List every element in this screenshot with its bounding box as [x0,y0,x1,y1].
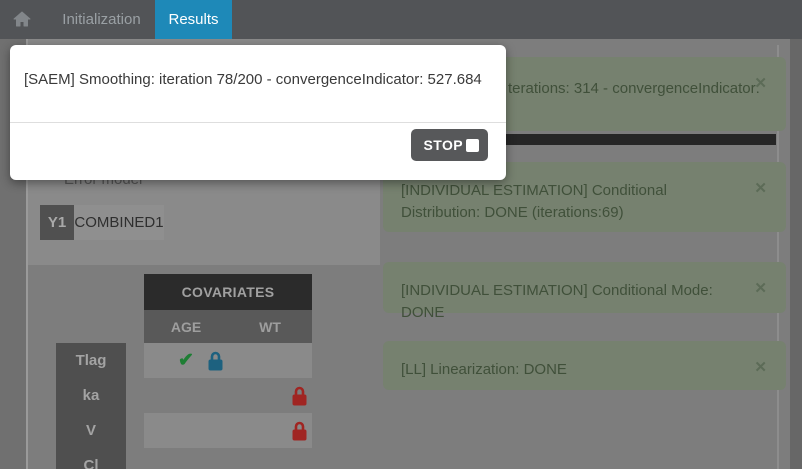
background-table-header [383,134,776,145]
stop-button[interactable]: STOP [410,129,488,161]
dialog-divider [10,122,506,123]
cell-tlag-wt[interactable] [228,343,312,378]
content-column-edge [777,45,779,469]
covariate-row-cl [144,448,312,469]
error-model-select[interactable]: COMBINED1 [74,205,164,240]
parameter-label-v: V [85,422,96,439]
scrollbar-track[interactable] [790,39,802,469]
covariates-table: COVARIATES AGE WT ✔ [144,274,312,469]
covariates-table-header: AGE WT [144,310,312,343]
cell-cl-wt[interactable] [228,448,312,469]
cell-tlag-age[interactable]: ✔ [144,343,228,378]
close-icon[interactable]: ✕ [754,280,767,297]
covariate-row-v [144,413,312,448]
stop-icon [466,138,479,152]
notification-text: terations: 314 - convergenceIndicator: [508,80,760,97]
notification-text: [INDIVIDUAL ESTIMATION] Conditional Dist… [401,182,667,221]
notification-conditional-distribution: [INDIVIDUAL ESTIMATION] Conditional Dist… [383,162,786,232]
notification-text: [LL] Linearization: DONE [401,361,567,378]
stop-button-label: STOP [423,137,463,153]
covariate-row-ka [144,378,312,413]
progress-dialog: [SAEM] Smoothing: iteration 78/200 - con… [10,45,506,180]
home-icon[interactable] [12,8,32,30]
notification-ll-linearization: [LL] Linearization: DONE ✕ [383,341,786,390]
cell-ka-age[interactable] [144,378,228,413]
notification-text: [INDIVIDUAL ESTIMATION] Conditional Mode… [401,282,713,321]
notification-conditional-mode: [INDIVIDUAL ESTIMATION] Conditional Mode… [383,262,786,321]
tab-initialization[interactable]: Initialization [62,11,141,28]
lock-blue-icon[interactable] [208,351,223,371]
topbar: Initialization Results [0,0,802,39]
cell-v-wt[interactable] [228,413,312,448]
covariate-row-tlag: ✔ [144,343,312,378]
panel-divider [26,39,28,469]
close-icon[interactable]: ✕ [754,180,767,197]
cell-cl-age[interactable] [144,448,228,469]
check-icon[interactable]: ✔ [178,350,194,371]
cell-v-age[interactable] [144,413,228,448]
observation-id-badge: Y1 [40,205,74,240]
parameter-label-tlag: Tlag [75,352,107,369]
tab-results[interactable]: Results [155,0,232,39]
covariates-table-title: COVARIATES [144,274,312,310]
parameter-label-ka: ka [82,387,100,404]
column-header-age: AGE [170,318,202,335]
parameter-column: Tlag ka V Cl [56,343,126,469]
lock-red-icon[interactable] [292,421,307,441]
progress-message: [SAEM] Smoothing: iteration 78/200 - con… [24,71,482,88]
cell-ka-wt[interactable] [228,378,312,413]
column-header-wt: WT [259,318,281,335]
close-icon[interactable]: ✕ [754,75,767,92]
lock-red-icon[interactable] [292,386,307,406]
parameter-label-cl: Cl [83,457,99,469]
close-icon[interactable]: ✕ [754,359,767,376]
